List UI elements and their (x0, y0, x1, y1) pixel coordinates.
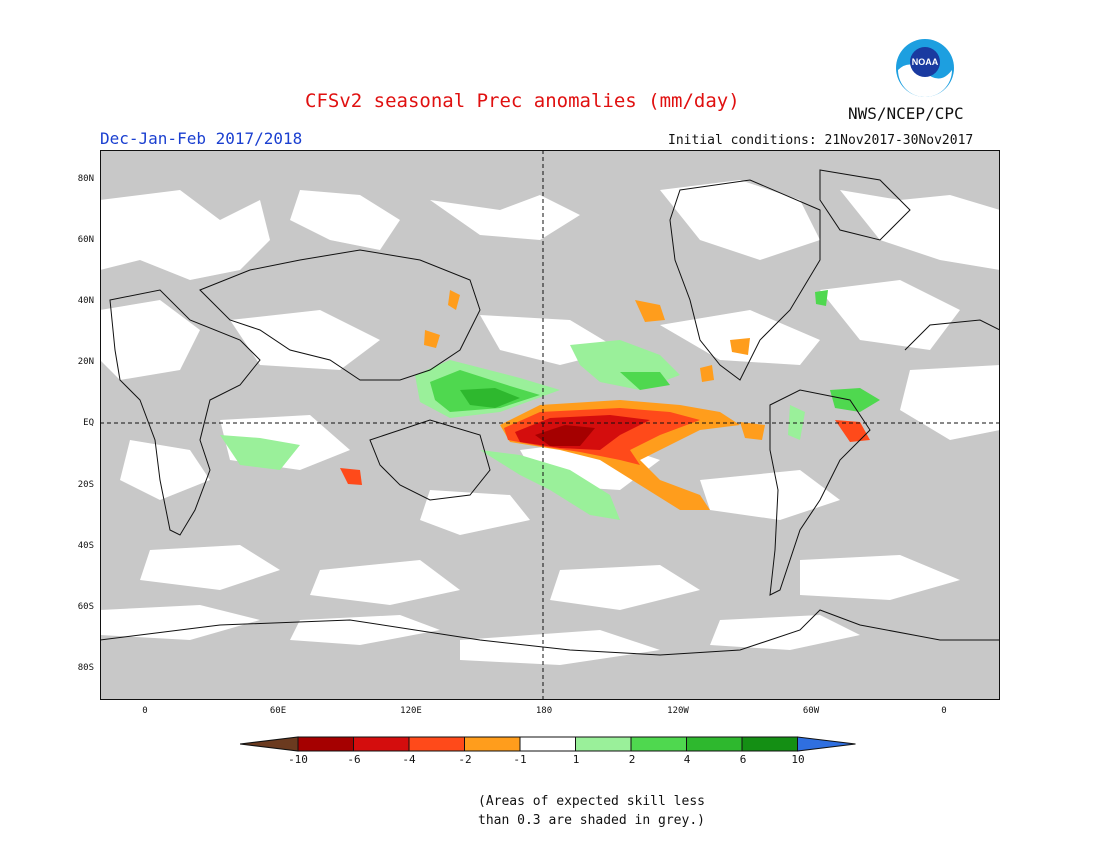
precipitation-anomaly-map (100, 150, 1000, 700)
lat-label: EQ (83, 418, 94, 428)
lon-label: 0 (142, 706, 148, 716)
colorbar-label: -6 (347, 753, 361, 766)
colorbar-swatch (741, 736, 798, 752)
noaa-logo: NOAA (896, 39, 954, 97)
page-title: CFSv2 seasonal Prec anomalies (mm/day) (305, 90, 740, 112)
colorbar-swatch (408, 736, 465, 752)
colorbar-right-arrow (797, 736, 856, 752)
colorbar-swatch (519, 736, 576, 752)
colorbar-label: 10 (791, 753, 805, 766)
lon-label: 60E (269, 706, 287, 716)
skill-note-line1: (Areas of expected skill less (478, 794, 705, 809)
colorbar-label: -1 (513, 753, 527, 766)
lat-label: 80N (77, 174, 94, 184)
colorbar-label: 1 (572, 753, 580, 766)
skill-note: (Areas of expected skill less than 0.3 a… (478, 792, 705, 830)
colorbar-label: -4 (402, 753, 416, 766)
lat-label: 60N (77, 235, 94, 245)
map-border (100, 150, 1000, 700)
colorbar-left-arrow (240, 736, 299, 752)
lon-label: 180 (535, 706, 553, 716)
lat-label: 40N (77, 296, 94, 306)
skill-note-line2: than 0.3 are shaded in grey.) (478, 813, 705, 828)
colorbar-swatch (297, 736, 354, 752)
color-bar-swatches (240, 736, 856, 752)
colorbar-label: -10 (288, 753, 308, 766)
colorbar-swatch (686, 736, 743, 752)
lon-label: 120E (400, 706, 422, 716)
initial-conditions-label: Initial conditions: 21Nov2017-30Nov2017 (668, 133, 974, 148)
colorbar-label: -2 (458, 753, 472, 766)
lat-label: 20S (77, 480, 94, 490)
lat-label: 80S (77, 663, 94, 673)
lat-label: 60S (77, 602, 94, 612)
organization-label: NWS/NCEP/CPC (848, 104, 964, 123)
color-bar (240, 736, 856, 752)
colorbar-swatch (630, 736, 687, 752)
dry-anomalies (340, 290, 870, 510)
colorbar-swatch (464, 736, 521, 752)
wet-anomalies (220, 290, 880, 520)
colorbar-label: 6 (739, 753, 747, 766)
lon-label: 0 (941, 706, 947, 716)
lon-label: 60W (802, 706, 820, 716)
coastlines (100, 169, 1000, 656)
season-label: Dec-Jan-Feb 2017/2018 (100, 129, 303, 148)
lon-label: 120W (667, 706, 689, 716)
colorbar-swatch (575, 736, 632, 752)
colorbar-swatch (353, 736, 410, 752)
lat-label: 20N (77, 357, 94, 367)
lat-label: 40S (77, 541, 94, 551)
colorbar-label: 4 (683, 753, 691, 766)
colorbar-label: 2 (628, 753, 636, 766)
logo-text: NOAA (912, 57, 939, 67)
